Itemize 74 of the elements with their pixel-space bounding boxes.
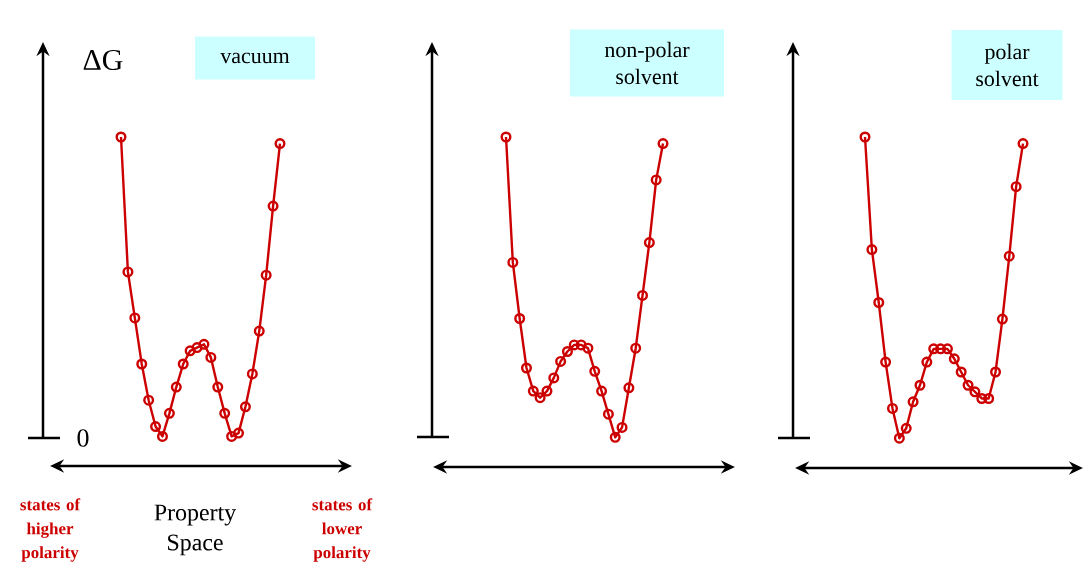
point xyxy=(534,392,546,404)
point xyxy=(520,362,532,374)
point xyxy=(990,366,1002,378)
x-axis-title: Property Space xyxy=(154,504,237,556)
point xyxy=(900,422,912,434)
point xyxy=(267,200,279,212)
point xyxy=(143,394,155,406)
point xyxy=(561,346,573,357)
point xyxy=(866,244,878,256)
point xyxy=(609,431,621,443)
point xyxy=(239,401,251,413)
point xyxy=(637,289,649,301)
point xyxy=(212,381,224,393)
point xyxy=(948,353,960,365)
point xyxy=(589,365,601,377)
point xyxy=(507,256,519,268)
point xyxy=(527,385,539,397)
point xyxy=(555,355,567,367)
chart-title: non-polar solvent xyxy=(604,41,690,85)
point xyxy=(650,174,662,186)
point xyxy=(928,343,940,355)
point xyxy=(170,381,182,393)
point xyxy=(163,407,175,419)
point xyxy=(873,297,885,308)
point xyxy=(150,421,162,433)
point xyxy=(880,356,892,368)
point xyxy=(596,385,608,397)
point xyxy=(983,392,995,404)
point xyxy=(907,396,919,408)
point xyxy=(219,407,231,419)
point xyxy=(1010,181,1022,193)
point xyxy=(575,339,587,351)
point xyxy=(246,368,258,380)
point xyxy=(184,345,196,357)
point xyxy=(122,266,134,278)
point xyxy=(630,342,642,354)
point xyxy=(921,356,933,368)
point xyxy=(548,372,560,384)
point xyxy=(941,343,953,355)
point xyxy=(191,342,203,354)
point xyxy=(616,421,628,433)
point xyxy=(198,338,210,350)
point xyxy=(969,386,981,398)
point xyxy=(582,342,594,354)
point xyxy=(914,379,926,391)
point xyxy=(541,385,553,397)
point xyxy=(568,339,580,351)
point xyxy=(260,269,272,281)
point xyxy=(886,402,898,414)
text: states of lower polarity xyxy=(312,498,373,562)
text: 0 xyxy=(77,429,89,447)
point xyxy=(962,379,974,391)
point xyxy=(156,430,168,442)
y-axis-title: ΔG xyxy=(83,49,123,71)
point xyxy=(1003,250,1015,262)
chart-title: vacuum xyxy=(220,52,290,64)
point xyxy=(205,351,217,363)
point xyxy=(976,392,988,404)
point xyxy=(893,432,905,444)
point xyxy=(602,408,614,420)
point xyxy=(935,343,947,355)
point xyxy=(623,382,635,394)
point xyxy=(233,427,245,439)
point xyxy=(643,237,655,249)
point xyxy=(226,430,238,442)
point xyxy=(996,313,1008,325)
point xyxy=(955,366,967,378)
point xyxy=(129,312,141,324)
point xyxy=(136,358,148,370)
point xyxy=(514,313,526,324)
point xyxy=(177,358,189,370)
text: states of higher polarity xyxy=(20,498,81,562)
point xyxy=(253,325,265,337)
chart-title: polar solvent xyxy=(976,43,1039,87)
